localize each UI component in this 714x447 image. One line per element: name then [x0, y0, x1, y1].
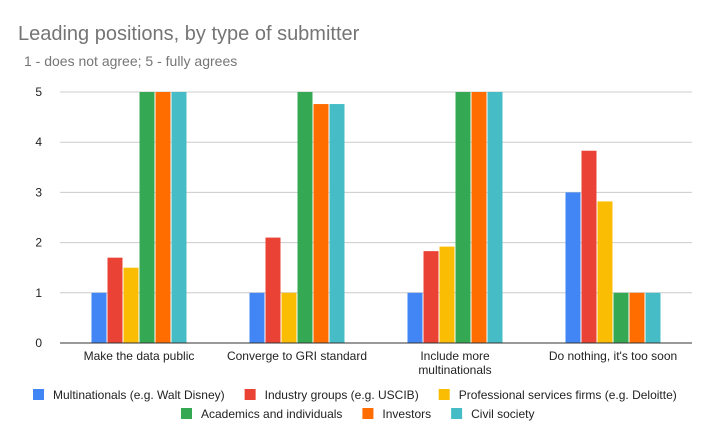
- bar: [281, 292, 297, 343]
- y-tick-label: 5: [35, 85, 42, 99]
- legend-swatch: [362, 408, 374, 419]
- bar: [487, 92, 503, 343]
- legend-swatch: [33, 389, 44, 400]
- legend-label: Civil society: [471, 407, 534, 421]
- x-axis-categories: Make the data public Converge to GRI stan…: [84, 349, 678, 377]
- bar: [313, 104, 329, 343]
- chart-title: Leading positions, by type of submitter: [18, 23, 360, 45]
- y-tick-label: 3: [35, 185, 42, 199]
- bars: [91, 92, 661, 343]
- bar: [155, 92, 171, 343]
- bar: [171, 92, 187, 343]
- bar: [107, 257, 123, 343]
- x-category-label: Make the data public: [84, 349, 195, 363]
- bar: [249, 292, 265, 343]
- bar: [329, 104, 345, 343]
- bar: [613, 292, 629, 343]
- x-category-label: Converge to GRI standard: [227, 349, 367, 363]
- bar: [123, 267, 139, 343]
- legend-label: Industry groups (e.g. USCIB): [265, 388, 419, 402]
- legend-label: Multinationals (e.g. Walt Disney): [53, 388, 225, 402]
- y-tick-label: 2: [35, 236, 42, 250]
- bar: [455, 92, 471, 343]
- bar: [629, 292, 645, 343]
- legend-label: Academics and individuals: [201, 407, 342, 421]
- bar: [565, 192, 581, 343]
- x-category-label: Do nothing, it's too soon: [549, 349, 677, 363]
- bar: [265, 237, 281, 343]
- legend-label: Investors: [382, 407, 431, 421]
- bar: [581, 150, 597, 343]
- legend-swatch: [438, 389, 450, 400]
- legend-swatch: [181, 408, 192, 419]
- bar: [139, 92, 155, 343]
- bar: [91, 292, 107, 343]
- bar: [645, 292, 661, 343]
- y-tick-label: 1: [35, 286, 42, 300]
- y-tick-label: 0: [35, 336, 42, 350]
- bar: [471, 92, 487, 343]
- legend-label: Professional services firms (e.g. Deloit…: [459, 388, 677, 402]
- chart-subtitle: 1 - does not agree; 5 - fully agrees: [24, 53, 237, 69]
- bar: [407, 292, 423, 343]
- bar: [423, 251, 439, 343]
- y-axis-ticks: 0 1 2 3 4 5: [35, 85, 42, 350]
- y-tick-label: 4: [35, 135, 42, 149]
- x-category-label: multinationals: [418, 363, 491, 377]
- legend-swatch: [244, 389, 256, 400]
- bar: [297, 92, 313, 343]
- legend-swatch: [451, 408, 463, 419]
- bar: [439, 246, 455, 343]
- bar: [597, 201, 613, 343]
- gridlines: [60, 91, 692, 294]
- x-category-label: Include more: [420, 349, 490, 363]
- legend: Multinationals (e.g. Walt Disney) Industr…: [33, 388, 677, 421]
